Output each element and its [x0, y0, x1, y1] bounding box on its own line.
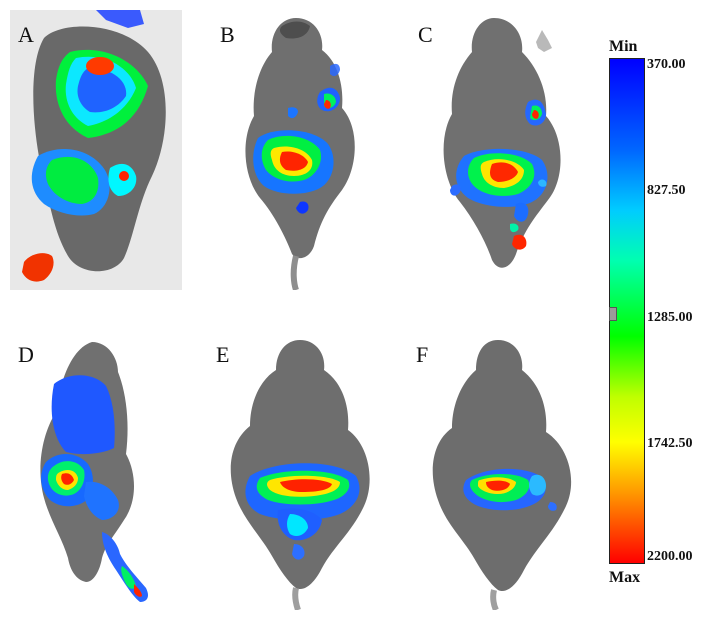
panel-label-b: B: [220, 22, 235, 47]
scale-tick-2200: 2200.00: [647, 549, 693, 564]
scale-min-label: Min: [609, 38, 638, 55]
scale-tick-1285: 1285.00: [647, 310, 693, 325]
mouse-image-a: [10, 10, 182, 290]
scale-tick-827: 827.50: [647, 183, 686, 198]
panel-label-d: D: [18, 342, 34, 367]
scale-tick-370: 370.00: [647, 57, 686, 72]
mouse-image-f: [408, 330, 588, 610]
mouse-panel-d: D: [10, 330, 182, 610]
mouse-panel-b: B: [212, 10, 387, 290]
mouse-panel-c: C: [410, 10, 588, 290]
panel-label-c: C: [418, 22, 433, 47]
mouse-image-b: [212, 10, 387, 290]
panel-label-a: A: [18, 22, 34, 47]
mouse-image-e: [208, 330, 386, 610]
mouse-panel-f: F: [408, 330, 588, 610]
scale-marker: [609, 307, 617, 321]
scale-tick-1742: 1742.50: [647, 436, 693, 451]
mouse-panel-e: E: [208, 330, 386, 610]
panel-label-f: F: [416, 342, 429, 367]
mouse-image-d: [10, 330, 182, 610]
intensity-scale: Min 370.00 827.50 1285.00 1742.50 2200.0…: [603, 38, 703, 588]
panel-label-e: E: [216, 342, 230, 367]
mouse-image-c: [410, 10, 588, 290]
scale-max-label: Max: [609, 569, 641, 586]
mouse-panel-a: A: [10, 10, 182, 290]
